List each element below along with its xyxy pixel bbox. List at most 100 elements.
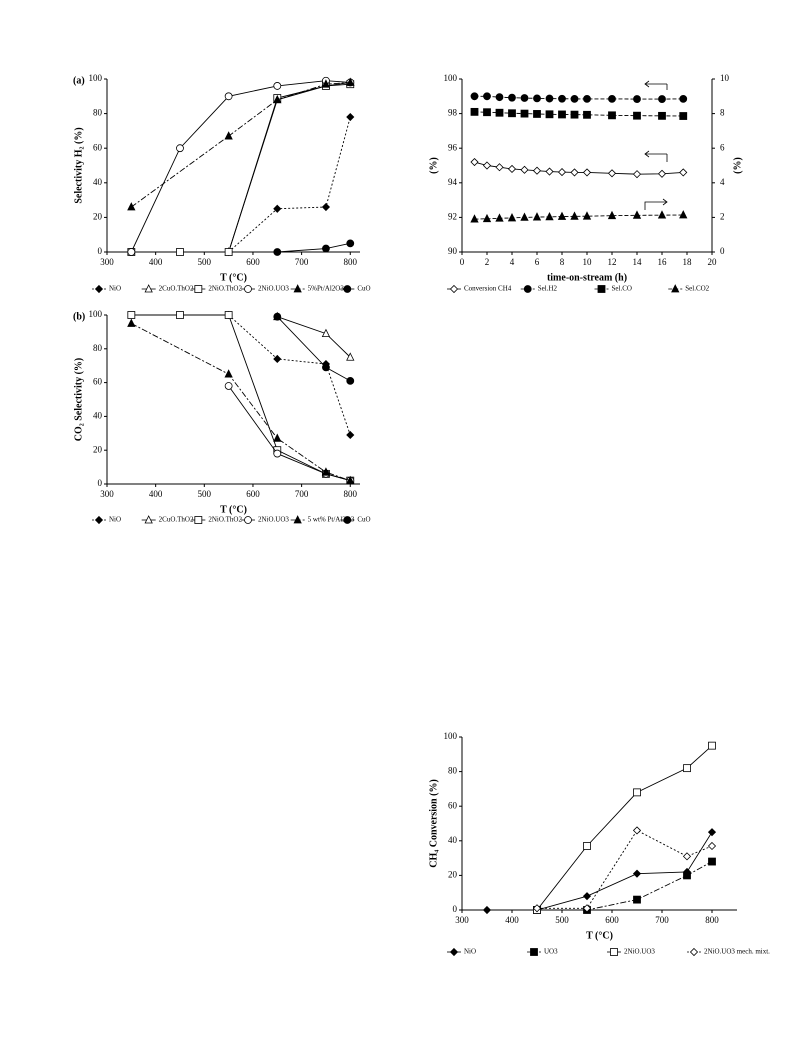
y-axis-label: Selectivity H₂ (%) bbox=[73, 127, 84, 203]
x-tick-label: 600 bbox=[605, 915, 619, 925]
marker bbox=[633, 895, 641, 904]
marker bbox=[658, 111, 666, 120]
marker bbox=[273, 354, 282, 364]
marker bbox=[176, 248, 184, 256]
marker bbox=[633, 788, 641, 797]
series-line bbox=[277, 316, 351, 358]
series-line bbox=[487, 831, 713, 911]
x-tick-label: 400 bbox=[149, 489, 163, 499]
marker bbox=[273, 248, 282, 256]
marker bbox=[322, 244, 330, 253]
x-tick-label: 700 bbox=[295, 489, 309, 499]
legend-label: 2NiO.UO3 bbox=[258, 285, 289, 293]
x-tick-label: 300 bbox=[455, 915, 469, 925]
legend-label: CuO bbox=[357, 285, 370, 293]
arrow bbox=[644, 80, 667, 88]
marker bbox=[633, 111, 641, 120]
y-tick-label: 90 bbox=[448, 246, 458, 256]
marker bbox=[470, 157, 479, 167]
y-tick-label: 100 bbox=[89, 73, 103, 83]
y-tick-label: 0 bbox=[453, 904, 458, 914]
marker bbox=[583, 110, 591, 119]
y-tick-label: 92 bbox=[448, 211, 457, 221]
marker bbox=[346, 112, 355, 122]
marker bbox=[508, 93, 516, 102]
marker bbox=[633, 95, 641, 103]
marker bbox=[520, 109, 529, 118]
marker bbox=[127, 248, 136, 256]
marker bbox=[224, 131, 233, 140]
marker bbox=[679, 210, 688, 219]
marker bbox=[679, 94, 688, 103]
marker bbox=[127, 318, 136, 327]
series-line bbox=[474, 95, 684, 100]
marker bbox=[346, 430, 355, 440]
marker bbox=[658, 95, 666, 103]
x-tick-label: 18 bbox=[683, 257, 693, 267]
marker bbox=[683, 764, 691, 773]
marker bbox=[608, 94, 616, 103]
legend-label: 2NiO.UO3 bbox=[258, 516, 289, 524]
legend-symbol bbox=[610, 948, 618, 956]
legend-label: 2NiO.ThO2 bbox=[208, 516, 242, 524]
marker bbox=[570, 211, 579, 220]
y-tick-label: 0 bbox=[98, 246, 103, 256]
series-line bbox=[131, 314, 351, 482]
legend-symbol bbox=[689, 947, 699, 957]
marker bbox=[224, 311, 233, 319]
marker bbox=[495, 163, 504, 172]
marker bbox=[273, 94, 282, 104]
x-tick-label: 14 bbox=[633, 257, 643, 267]
legend-label: Sel.H2 bbox=[538, 285, 558, 293]
marker bbox=[482, 161, 492, 170]
legend-label: 2CuO.ThO2 bbox=[159, 285, 194, 293]
legend-label: 2NiO.ThO2 bbox=[208, 285, 242, 293]
annotation-arrows bbox=[644, 80, 668, 210]
legend-label: NiO bbox=[464, 948, 476, 956]
marker bbox=[545, 167, 554, 176]
legend-label: 2NiO.UO3 bbox=[624, 948, 655, 956]
marker bbox=[708, 857, 716, 866]
series-line bbox=[131, 83, 351, 253]
marker bbox=[483, 108, 491, 117]
legend-symbol bbox=[94, 515, 104, 525]
legend-symbol bbox=[523, 285, 532, 293]
x-tick-label: 300 bbox=[100, 257, 114, 267]
marker bbox=[632, 826, 642, 835]
marker bbox=[607, 210, 617, 220]
legend-symbol bbox=[343, 516, 352, 524]
arrow bbox=[644, 150, 667, 158]
marker bbox=[570, 110, 579, 119]
x-tick-label: 0 bbox=[460, 257, 465, 267]
marker bbox=[470, 214, 479, 223]
legend-symbol bbox=[530, 948, 538, 956]
x-tick-label: 2 bbox=[485, 257, 490, 267]
series-line bbox=[131, 82, 351, 208]
x-tick-label: 16 bbox=[658, 257, 668, 267]
marker bbox=[482, 905, 492, 915]
marker bbox=[582, 211, 592, 220]
marker bbox=[507, 213, 517, 222]
marker bbox=[558, 110, 566, 119]
series-line bbox=[276, 316, 351, 382]
marker bbox=[273, 204, 282, 213]
marker bbox=[346, 475, 355, 485]
y2-tick-label: 2 bbox=[720, 211, 725, 221]
y-tick-label: 20 bbox=[448, 869, 458, 879]
legend-symbol bbox=[194, 285, 203, 293]
marker bbox=[707, 828, 717, 837]
marker bbox=[557, 211, 567, 220]
legend-label: UO3 bbox=[544, 948, 558, 956]
marker bbox=[545, 110, 554, 119]
legend-symbol bbox=[449, 947, 459, 957]
legend-label: Sel.CO bbox=[612, 285, 632, 293]
y-tick-label: 60 bbox=[448, 800, 458, 810]
x-tick-label: 800 bbox=[344, 489, 358, 499]
x-tick-label: 10 bbox=[583, 257, 593, 267]
x-tick-label: 8 bbox=[560, 257, 565, 267]
y-tick-label: 40 bbox=[448, 835, 458, 845]
y-tick-label: 80 bbox=[93, 108, 103, 118]
x-tick-label: 20 bbox=[708, 257, 718, 267]
y-tick-label: 98 bbox=[448, 108, 458, 118]
